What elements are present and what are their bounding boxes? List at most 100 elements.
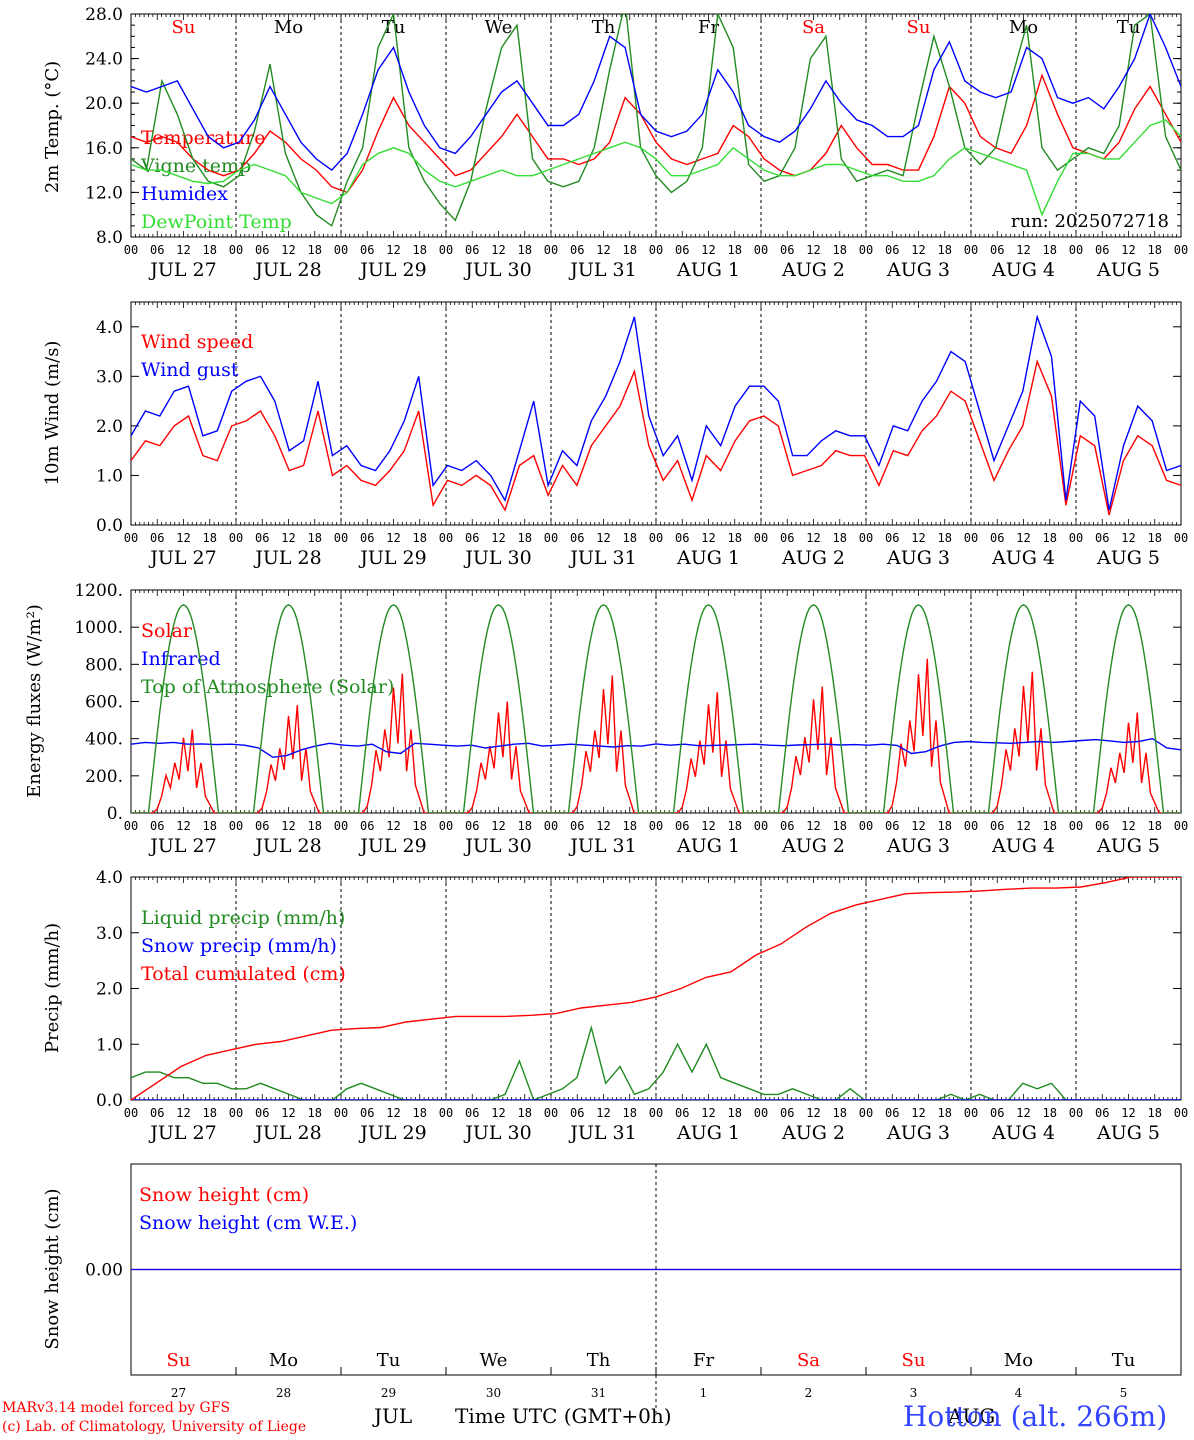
date-label: AUG 3 [886,259,950,281]
hour-tick-label: 06 [360,819,374,833]
hour-tick-label: 12 [176,1106,190,1120]
y-axis-label: 10m Wind (m/s) [42,341,63,486]
hour-tick-label: 18 [833,1106,847,1120]
hour-tick-label: 18 [938,531,952,545]
hour-tick-label: 12 [596,1106,610,1120]
y-tick-label: 400. [85,730,123,750]
hour-tick-label: 12 [281,243,295,257]
hour-tick-label: 00 [124,819,138,833]
hour-tick-label: 12 [701,243,715,257]
panel-3: 00 06 12 18 00 06 12 18 00 06 12 18 00 06 12 18 00 06 12 18… [24,581,1188,857]
hour-tick-label: 00 [964,819,978,833]
hour-tick-label: 06 [570,819,584,833]
legend-entry: Vigne temp [140,155,251,177]
date-label: JUL 31 [568,1122,636,1144]
hour-tick-label: 06 [990,1106,1004,1120]
panel-4: 00 06 12 18 00 06 12 18 00 06 12 18 00 06 12 18 00 06 12 18… [42,868,1188,1144]
hour-tick-label: 18 [1043,243,1057,257]
date-label: AUG 1 [676,1122,740,1144]
hour-tick-label: 00 [334,1106,348,1120]
legend-entry: DewPoint Temp [141,211,292,233]
date-label: JUL 28 [253,1122,321,1144]
y-tick-label: 3.0 [96,367,123,387]
hour-tick-label: 06 [885,531,899,545]
series-line [131,73,1181,194]
hour-tick-label: 12 [281,1106,295,1120]
hour-tick-label: 06 [150,243,164,257]
hour-tick-label: 00 [544,531,558,545]
hour-tick-label: 12 [491,243,505,257]
hour-tick-label: 06 [360,243,374,257]
hour-tick-label: 18 [1148,243,1162,257]
legend-entry: Infrared [141,648,221,670]
hour-tick-label: 18 [728,1106,742,1120]
hour-tick-label: 06 [360,531,374,545]
y-tick-label: 2.0 [96,980,123,1000]
hour-tick-label: 18 [1148,1106,1162,1120]
legend-entry: Wind speed [141,331,253,353]
hour-tick-label: 12 [1016,243,1030,257]
hour-tick-label: 12 [176,243,190,257]
series-line [131,737,1181,759]
hour-tick-label: 00 [439,819,453,833]
y-tick-label: 1.0 [96,1035,123,1055]
hour-tick-label: 00 [1174,531,1188,545]
date-label: JUL 29 [358,259,426,281]
y-tick-label: 20.0 [85,94,123,114]
weekday-label: Sa [797,1350,820,1371]
y-axis-label: Snow height (cm) [42,1188,63,1349]
y-tick-label: 28.0 [85,5,123,25]
hour-tick-label: 00 [1174,243,1188,257]
hour-tick-label: 18 [938,819,952,833]
hour-tick-label: 06 [885,243,899,257]
hour-tick-label: 06 [885,819,899,833]
date-label: JUL 31 [568,259,636,281]
hour-tick-label: 12 [806,1106,820,1120]
y-tick-label: 8.0 [96,228,123,248]
hour-tick-label: 18 [623,531,637,545]
weekday-label: Fr [693,1350,714,1371]
weekday-label: Mo [1009,17,1038,38]
legend-entry: Snow height (cm W.E.) [139,1212,357,1234]
weekday-label: Su [167,1350,191,1371]
hour-tick-label: 18 [938,243,952,257]
date-label: JUL 27 [148,547,216,569]
hour-tick-label: 18 [1148,531,1162,545]
series-line [131,314,1181,511]
hour-tick-label: 06 [1095,819,1109,833]
weekday-label: Mo [269,1350,298,1371]
weekday-label: Su [907,17,931,38]
date-label: AUG 2 [781,835,845,857]
y-tick-label: 200. [85,767,123,787]
weekday-label: Sa [802,17,825,38]
date-label: AUG 3 [886,1122,950,1144]
panel-frame [130,301,1182,526]
hour-tick-label: 18 [203,531,217,545]
day-number-label: 4 [1015,1386,1023,1400]
y-axis-label: 2m Temp. (°C) [42,61,63,193]
date-label: AUG 1 [676,547,740,569]
hour-tick-label: 12 [491,1106,505,1120]
y-tick-label: 4.0 [96,868,123,888]
hour-tick-label: 12 [1016,819,1030,833]
hour-tick-label: 12 [701,531,715,545]
legend-entry: Total cumulated (cm) [141,963,346,985]
hour-tick-label: 12 [1016,531,1030,545]
y-tick-label: 24.0 [85,50,123,70]
hour-tick-label: 12 [281,819,295,833]
weekday-label: Tu [377,1350,401,1371]
hour-tick-label: 12 [1121,243,1135,257]
hour-tick-label: 12 [1121,1106,1135,1120]
date-label: AUG 4 [991,259,1055,281]
panel-5: 0.00 Snow height (cm) Snow height (cm) Snow… [42,1163,1182,1413]
hour-tick-label: 06 [570,1106,584,1120]
hour-tick-label: 12 [1121,531,1135,545]
hour-tick-label: 00 [1069,1106,1083,1120]
hour-tick-label: 06 [780,819,794,833]
hour-tick-label: 18 [1148,819,1162,833]
hour-tick-label: 18 [308,1106,322,1120]
y-tick-label: 800. [85,655,123,675]
hour-tick-label: 00 [544,1106,558,1120]
weekday-label: Tu [1112,1350,1136,1371]
